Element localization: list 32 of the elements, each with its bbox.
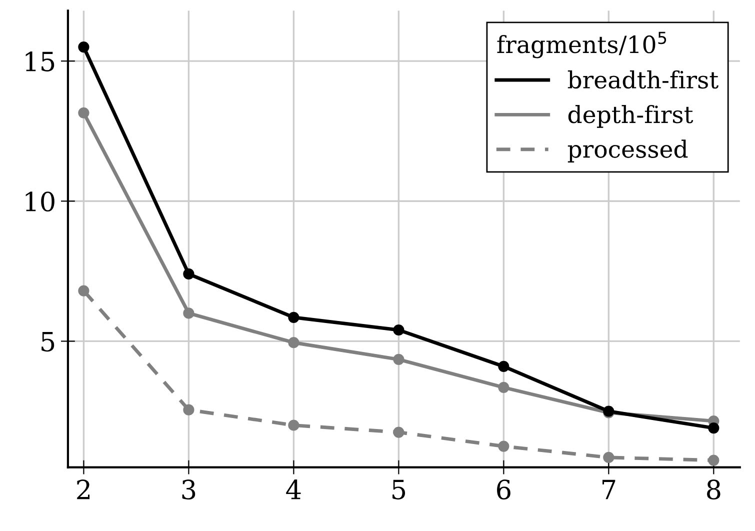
point — [708, 422, 720, 434]
point — [78, 41, 90, 53]
point — [78, 107, 90, 118]
point — [498, 440, 510, 452]
legend-label: processed — [568, 140, 688, 163]
point — [603, 452, 614, 464]
x-tick-label: 7 — [602, 480, 616, 500]
legend-label: depth-first — [568, 105, 694, 128]
x-tick-label: 3 — [182, 480, 196, 500]
x-tick-label: 5 — [392, 480, 406, 500]
x-tick-label: 2 — [77, 480, 90, 500]
point — [288, 337, 300, 348]
point — [288, 312, 300, 323]
x-tick-label: 8 — [707, 480, 720, 500]
point — [498, 360, 510, 372]
x-tick-label: 4 — [286, 480, 301, 500]
point — [78, 285, 90, 296]
y-tick-label: 15 — [26, 51, 54, 72]
point — [393, 354, 404, 365]
x-tick-label: 6 — [497, 480, 510, 500]
point — [393, 426, 404, 438]
point — [393, 324, 404, 336]
y-tick-label: 10 — [26, 192, 54, 212]
point — [708, 454, 720, 466]
legend-label: breadth-first — [568, 70, 718, 89]
point — [183, 308, 194, 319]
point — [498, 382, 510, 393]
y-tick-label: 5 — [42, 332, 54, 352]
point — [288, 420, 300, 431]
legend-title: fragments/10$^{5}$ — [497, 32, 666, 58]
point — [183, 404, 194, 416]
point — [183, 268, 194, 280]
